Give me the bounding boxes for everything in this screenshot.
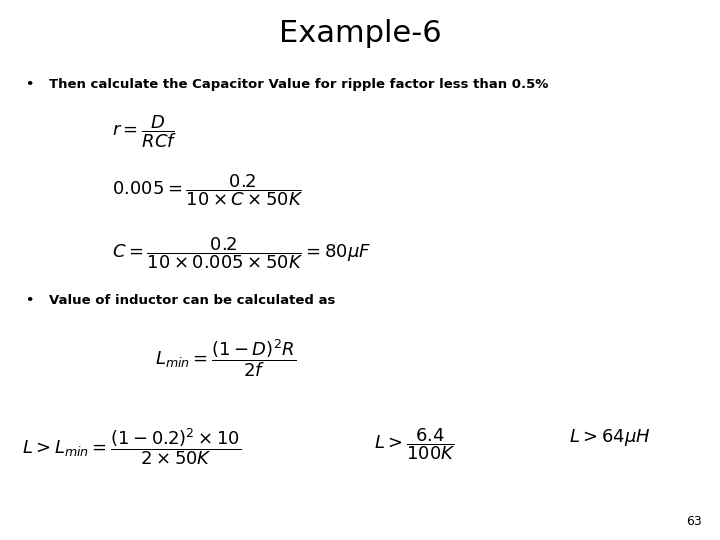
Text: $L > L_{min} = \dfrac{(1-0.2)^2 \times 10}{2 \times 50K}$: $L > L_{min} = \dfrac{(1-0.2)^2 \times 1…	[22, 427, 241, 467]
Text: $L > 64\mu H$: $L > 64\mu H$	[569, 427, 650, 448]
Text: $L > \dfrac{6.4}{100K}$: $L > \dfrac{6.4}{100K}$	[374, 427, 456, 462]
Text: •: •	[25, 294, 34, 307]
Text: 63: 63	[686, 515, 702, 528]
Text: Value of inductor can be calculated as: Value of inductor can be calculated as	[49, 294, 336, 307]
Text: $C = \dfrac{0.2}{10 \times 0.005 \times 50K} = 80\mu F$: $C = \dfrac{0.2}{10 \times 0.005 \times …	[112, 235, 371, 271]
Text: $L_{min} = \dfrac{(1-D)^2 R}{2f}$: $L_{min} = \dfrac{(1-D)^2 R}{2f}$	[155, 338, 296, 379]
Text: $0.005 = \dfrac{0.2}{10 \times C \times 50K}$: $0.005 = \dfrac{0.2}{10 \times C \times …	[112, 173, 303, 208]
Text: •: •	[25, 78, 34, 91]
Text: Example-6: Example-6	[279, 19, 441, 48]
Text: $r = \dfrac{D}{RCf}$: $r = \dfrac{D}{RCf}$	[112, 113, 177, 150]
Text: Then calculate the Capacitor Value for ripple factor less than 0.5%: Then calculate the Capacitor Value for r…	[49, 78, 549, 91]
